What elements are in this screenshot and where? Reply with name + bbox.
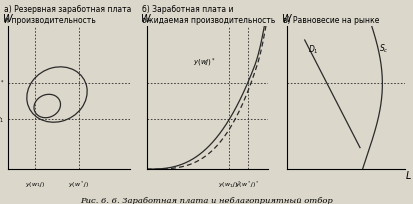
Text: а) Резервная заработная плата
и производительность: а) Резервная заработная плата и производ… xyxy=(4,5,131,24)
Text: $y(w_1j)^*$: $y(w_1j)^*$ xyxy=(218,179,241,190)
Text: W: W xyxy=(2,14,12,24)
Text: $y(w^*j)$: $y(w^*j)$ xyxy=(68,179,90,190)
Text: $w^*$: $w^*$ xyxy=(0,78,5,89)
Text: $y(w^*j)^*$: $y(w^*j)^*$ xyxy=(235,179,260,190)
Text: L: L xyxy=(406,170,411,180)
Text: б) Заработная плата и
ожидаемая производительность: б) Заработная плата и ожидаемая производ… xyxy=(142,5,276,24)
Text: W: W xyxy=(140,14,150,24)
Text: W: W xyxy=(281,14,291,24)
Text: в) Равновесие на рынке: в) Равновесие на рынке xyxy=(283,16,379,24)
Text: $D_1$: $D_1$ xyxy=(308,43,319,56)
Text: Рис. 6. 6. Заработная плата и неблагоприятный отбор: Рис. 6. 6. Заработная плата и неблагопри… xyxy=(80,196,333,204)
Text: $y(w_1j)$: $y(w_1j)$ xyxy=(25,179,45,188)
Text: $S_c$: $S_c$ xyxy=(379,42,389,54)
Text: $w_1$: $w_1$ xyxy=(0,115,5,124)
Text: $y(wj)^*$: $y(wj)^*$ xyxy=(193,57,216,69)
